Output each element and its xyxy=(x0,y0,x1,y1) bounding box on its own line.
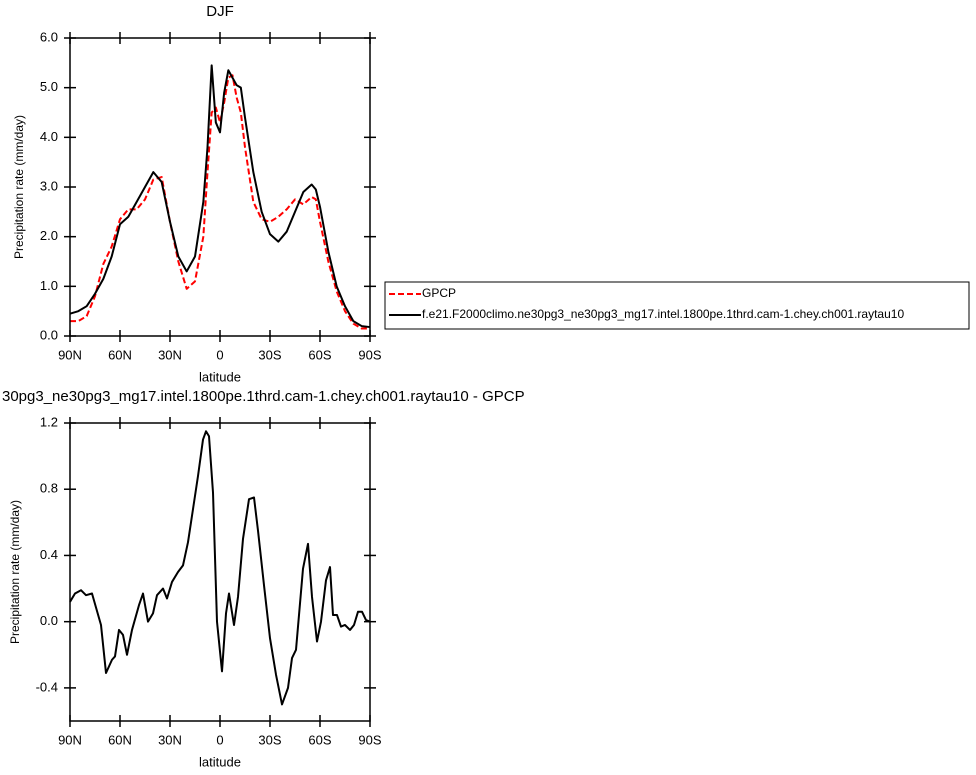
legend-label: GPCP xyxy=(422,286,456,300)
x-tick-label: 30S xyxy=(258,347,281,362)
y-tick-label: 2.0 xyxy=(40,228,58,243)
x-tick-label: 60N xyxy=(108,732,132,747)
y-tick-label: 4.0 xyxy=(40,129,58,144)
y-tick-label: 0.0 xyxy=(40,327,58,342)
y-tick-label: 3.0 xyxy=(40,178,58,193)
y-tick-label: 0.4 xyxy=(40,547,58,562)
x-axis-label: latitude xyxy=(199,754,241,769)
y-tick-label: 0.0 xyxy=(40,613,58,628)
plot-frame xyxy=(69,422,371,722)
x-tick-label: 0 xyxy=(216,732,223,747)
x-tick-label: 30N xyxy=(158,732,182,747)
x-tick-label: 90N xyxy=(58,732,82,747)
y-axis-label: Precipitation rate (mm/day) xyxy=(8,500,22,644)
x-tick-label: 90S xyxy=(358,732,381,747)
y-tick-label: 1.2 xyxy=(40,414,58,429)
x-tick-label: 60N xyxy=(108,347,132,362)
y-tick-label: 1.0 xyxy=(40,278,58,293)
plot-frame xyxy=(69,37,371,337)
data-line xyxy=(69,64,371,329)
x-tick-label: 0 xyxy=(216,347,223,362)
y-tick-label: 5.0 xyxy=(40,79,58,94)
x-tick-label: 90N xyxy=(58,347,82,362)
x-tick-label: 30N xyxy=(158,347,182,362)
x-tick-label: 30S xyxy=(258,732,281,747)
y-tick-label: -0.4 xyxy=(36,679,58,694)
legend-label: f.e21.F2000climo.ne30pg3_ne30pg3_mg17.in… xyxy=(422,307,904,321)
x-tick-label: 60S xyxy=(308,732,331,747)
x-axis-label: latitude xyxy=(199,369,241,384)
y-tick-label: 0.8 xyxy=(40,481,58,496)
chart-title: DJF xyxy=(206,3,234,20)
y-axis-label: Precipitation rate (mm/day) xyxy=(12,115,26,259)
data-line xyxy=(70,74,370,330)
x-tick-label: 90S xyxy=(358,347,381,362)
legend-box xyxy=(384,281,970,330)
y-tick-label: 6.0 xyxy=(40,29,58,44)
x-tick-label: 60S xyxy=(308,347,331,362)
data-line xyxy=(69,430,371,706)
chart-title: 30pg3_ne30pg3_mg17.intel.1800pe.1thrd.ca… xyxy=(2,388,525,405)
